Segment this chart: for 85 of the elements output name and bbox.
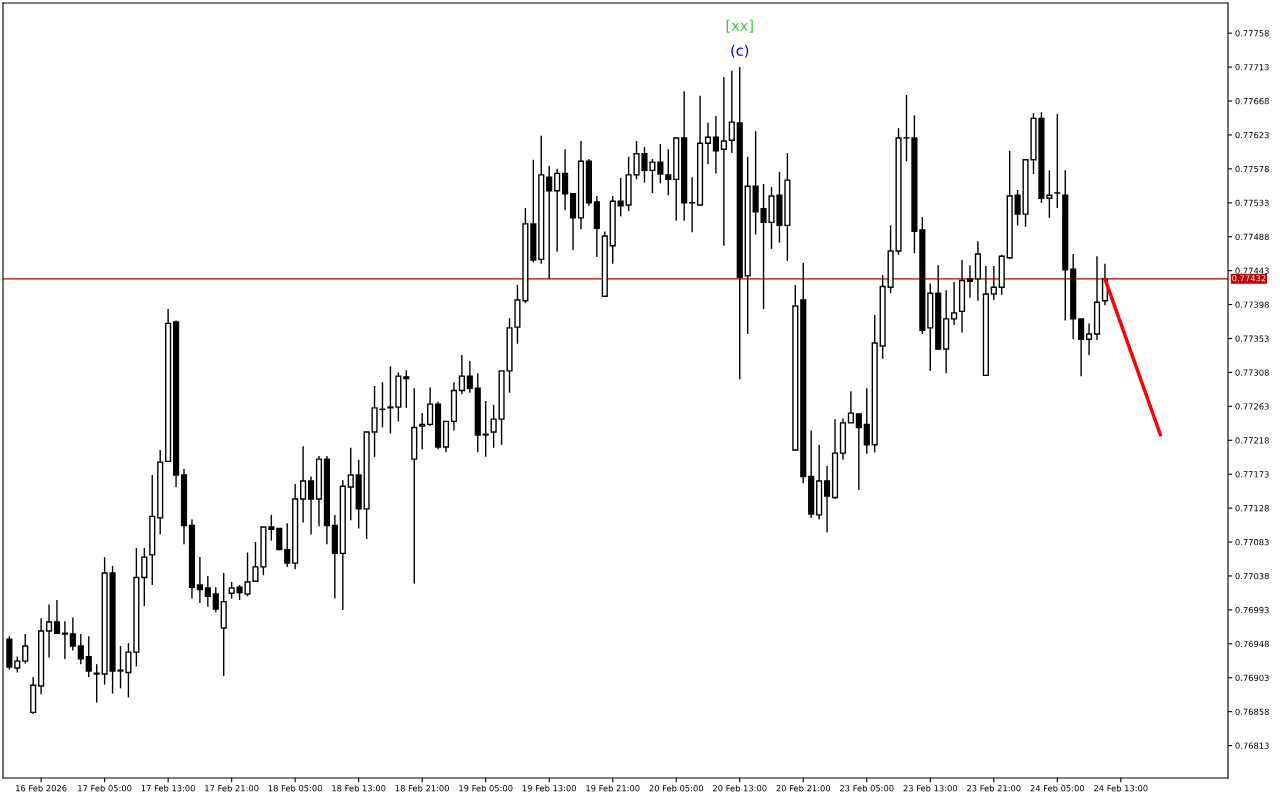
y-tick-label: 0.77758 [1235,30,1269,37]
x-tick-label: 20 Feb 13:00 [713,784,767,792]
ref-line-label: 0.77432 [1232,275,1266,282]
candlestick [141,547,148,607]
y-tick-label: 0.77218 [1235,437,1269,444]
candlestick [403,369,410,409]
candlestick [823,465,831,533]
candlestick [546,165,553,280]
candlestick [419,412,426,450]
candlestick [665,148,672,196]
candlestick [93,663,100,704]
candlestick [728,70,735,154]
x-tick-label: 18 Feb 21:00 [395,784,449,792]
candlestick [1078,318,1085,377]
candlestick [45,603,53,659]
y-tick-label: 0.77128 [1235,505,1269,512]
y-tick-label: 0.77578 [1235,165,1269,173]
candlestick [466,360,473,394]
candlestick [1054,113,1061,209]
candlestick [53,599,61,634]
candlestick [1085,322,1093,356]
candlestick [657,143,664,184]
y-tick-label: 0.76858 [1235,708,1269,715]
candlestick [554,168,561,253]
candlestick [712,115,720,175]
y-tick-label: 0.76948 [1235,640,1269,648]
y-tick-label: 0.77263 [1235,403,1269,410]
x-tick-label: 18 Feb 13:00 [332,784,386,792]
y-tick-label: 0.77083 [1235,539,1269,546]
y-tick-label: 0.76903 [1235,674,1269,682]
candlestick [69,616,76,652]
y-tick-label: 0.76813 [1235,742,1269,749]
y-tick-label: 0.77443 [1235,267,1269,274]
y-tick-label: 0.77713 [1235,64,1269,71]
y-tick-label: 0.77398 [1235,301,1269,308]
x-tick-label: 23 Feb 13:00 [903,784,958,792]
candlestick [990,265,997,301]
x-tick-label: 19 Feb 21:00 [586,784,640,792]
candlestick [427,386,434,427]
candlestick [482,400,489,458]
candlestick [562,148,569,212]
x-tick-label: 18 Feb 05:00 [268,784,322,792]
x-tick-label: 24 Feb 13:00 [1094,784,1148,792]
x-tick-label: 17 Feb 05:00 [78,784,132,792]
x-tick-label: 23 Feb 21:00 [967,784,1021,792]
candlestick [347,447,354,521]
candlestick [966,264,974,299]
x-tick-label: 19 Feb 13:00 [522,784,576,792]
candlestick [704,122,712,166]
candlestick [863,387,870,455]
candlestick [85,635,92,678]
y-tick-label: 0.77308 [1235,369,1269,376]
x-tick-label: 20 Feb 21:00 [776,784,831,792]
x-tick-label: 17 Feb 21:00 [205,784,259,792]
x-tick-label: 16 Feb 2026 [16,784,67,792]
candlestick [77,633,84,665]
candlestick [307,475,315,536]
y-tick-label: 0.77173 [1235,471,1269,478]
y-tick-label: 0.77533 [1235,199,1269,207]
candlestick [212,586,219,613]
candlestick [196,556,203,604]
candlestick [951,281,958,326]
candlestick [300,445,307,524]
y-tick-label: 0.77668 [1235,97,1269,105]
candlestick [284,522,291,568]
y-tick-label: 0.76993 [1235,606,1269,614]
y-tick-label: 0.77488 [1235,233,1269,240]
x-tick-label: 24 Feb 05:00 [1030,784,1085,792]
x-tick-label: 17 Feb 13:00 [141,784,195,792]
annotation: (c) [731,44,749,58]
annotation: [xx] [726,19,753,33]
y-tick-label: 0.77038 [1235,572,1269,580]
candlestick [847,390,854,424]
candlestick [720,76,727,247]
candlestick [22,633,29,665]
x-tick-label: 19 Feb 05:00 [459,784,513,792]
y-tick-label: 0.77623 [1235,131,1269,139]
candlestick [458,354,465,395]
candlestick [268,514,275,542]
x-tick-label: 23 Feb 05:00 [840,784,894,792]
y-tick-label: 0.77353 [1235,335,1269,342]
candlestick [855,413,862,491]
candlestick [61,620,69,660]
candlestick [204,575,211,608]
x-tick-label: 20 Feb 05:00 [649,784,704,792]
